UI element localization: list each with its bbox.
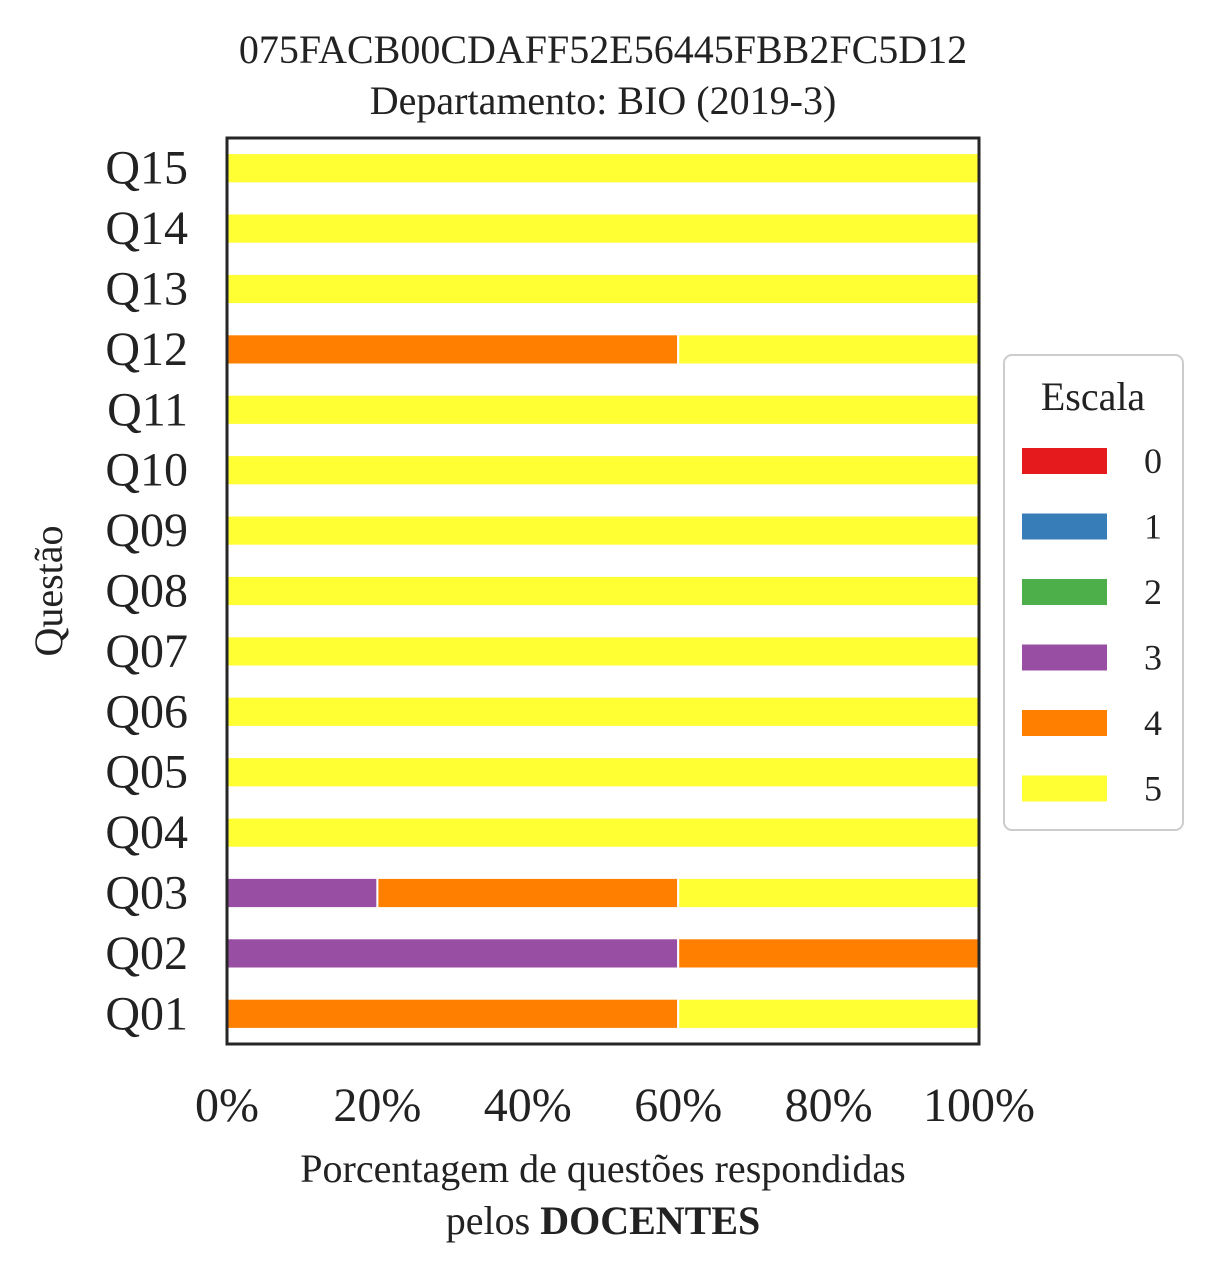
legend-items: 0 1 2 3 4 5 [1022, 441, 1162, 809]
legend-swatch-2 [1022, 579, 1107, 605]
x-tick-label-0: 0% [195, 1079, 259, 1132]
y-tick-label-q12: Q12 [105, 323, 188, 376]
y-tick-label-q13: Q13 [105, 263, 188, 316]
bar-q13-scale-5 [226, 272, 980, 306]
y-tick-label-q11: Q11 [107, 383, 188, 436]
y-tick-label-q01: Q01 [105, 987, 188, 1040]
bar-q12-scale-5 [677, 333, 980, 366]
plot-frame [225, 136, 981, 1046]
x-axis-label-bold: DOCENTES [540, 1198, 760, 1243]
y-tick-label-q15: Q15 [105, 142, 188, 195]
y-tick-label-q05: Q05 [105, 746, 188, 799]
legend-label-1: 1 [1144, 507, 1162, 547]
y-axis-label: Questão [26, 525, 71, 656]
bar-q12-scale-4 [226, 333, 680, 366]
bar-q04-scale-5 [226, 816, 980, 849]
y-tick-label-q08: Q08 [105, 565, 188, 618]
chart-title: 075FACB00CDAFF52E56445FBB2FC5D12 [239, 27, 967, 72]
y-tick-labels: Q01 Q02 Q03 Q04 Q05 Q06 Q07 Q08 Q09 Q10 Q11 Q12 Q13 Q… [105, 142, 188, 1041]
bar-q06-scale-5 [226, 695, 980, 728]
legend-swatch-3 [1022, 644, 1107, 671]
bar-q14-scale-5 [226, 212, 980, 245]
x-axis-label-prefix: pelos [446, 1198, 540, 1243]
bar-q01-scale-4 [226, 997, 680, 1030]
bar-q07-scale-5 [226, 635, 980, 668]
y-tick-label-q06: Q06 [105, 685, 188, 738]
legend-swatch-1 [1022, 513, 1107, 540]
legend-swatch-0 [1022, 448, 1107, 474]
bar-q03-scale-3 [226, 876, 379, 910]
legend-label-4: 4 [1144, 703, 1162, 743]
legend-title: Escala [1041, 374, 1146, 419]
bar-q02-scale-3 [226, 937, 680, 970]
x-axis-label-line1: Porcentagem de questões respondidas [300, 1146, 905, 1191]
x-tick-labels: 0% 20% 40% 60% 80% 100% [195, 1079, 1035, 1132]
y-tick-label-q02: Q02 [105, 927, 188, 980]
chart-subtitle: Departamento: BIO (2019-3) [370, 78, 837, 123]
x-tick-label-100: 100% [923, 1079, 1035, 1132]
bar-q09-scale-5 [226, 514, 980, 547]
legend-label-2: 2 [1144, 572, 1162, 612]
bar-q11-scale-5 [226, 393, 980, 426]
bar-q03-scale-5 [677, 876, 980, 910]
legend: Escala 0 1 2 3 4 5 [1003, 354, 1184, 831]
bars-group [226, 152, 980, 1030]
bar-q01-scale-5 [677, 997, 980, 1030]
x-tick-label-40: 40% [484, 1079, 572, 1132]
bar-q05-scale-5 [226, 756, 980, 789]
bar-q02-scale-4 [677, 937, 980, 970]
y-tick-label-q04: Q04 [105, 806, 188, 859]
bar-q03-scale-4 [376, 876, 680, 910]
x-tick-label-60: 60% [634, 1079, 722, 1132]
y-tick-label-q09: Q09 [105, 504, 188, 557]
x-tick-label-20: 20% [333, 1079, 421, 1132]
legend-swatch-4 [1022, 710, 1107, 736]
bar-q08-scale-5 [226, 574, 980, 608]
bar-q15-scale-5 [226, 152, 980, 185]
legend-swatch-5 [1022, 775, 1107, 802]
x-tick-label-80: 80% [785, 1079, 873, 1132]
legend-label-5: 5 [1144, 769, 1162, 809]
bar-q10-scale-5 [226, 454, 980, 487]
y-tick-label-q07: Q07 [105, 625, 188, 678]
y-tick-label-q14: Q14 [105, 202, 188, 255]
x-axis-label-line2: pelos DOCENTES [446, 1198, 761, 1243]
legend-label-0: 0 [1144, 441, 1162, 481]
y-tick-label-q10: Q10 [105, 444, 188, 497]
y-tick-label-q03: Q03 [105, 867, 188, 920]
legend-label-3: 3 [1144, 638, 1162, 678]
